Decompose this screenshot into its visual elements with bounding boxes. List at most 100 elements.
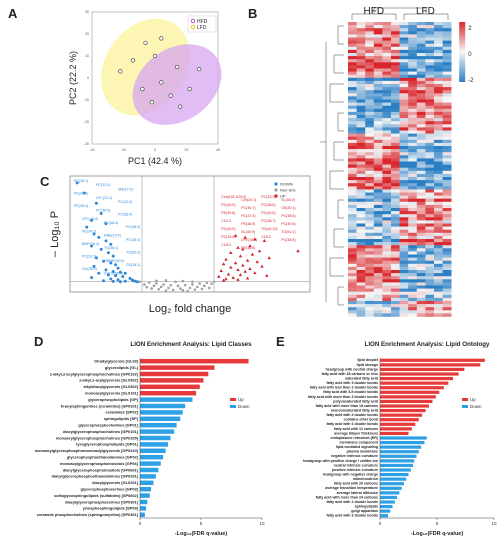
legend-label: UP xyxy=(280,194,286,199)
heatmap-cell xyxy=(434,37,443,41)
heatmap-cell xyxy=(408,198,418,203)
heatmap-cell xyxy=(408,310,418,314)
nonsig-point xyxy=(203,284,206,288)
heatmap-cell xyxy=(425,146,435,150)
heatmap-cell xyxy=(442,313,452,317)
heatmap-cell xyxy=(382,90,392,94)
heatmap-cell xyxy=(348,28,357,32)
heatmap-cell xyxy=(391,25,400,29)
heatmap-cell xyxy=(373,56,383,60)
heatmap-cell xyxy=(373,235,383,240)
heatmap-cell xyxy=(408,242,418,246)
heatmap-cell xyxy=(434,294,443,299)
down-point-label: PE(38:4) xyxy=(74,204,88,208)
pca-point-lfd xyxy=(143,40,148,45)
heatmap-cell xyxy=(416,133,426,137)
heatmap-cell xyxy=(399,59,409,63)
heatmap-cell xyxy=(416,149,426,153)
heatmap-cell xyxy=(399,80,409,85)
heatmap-cell xyxy=(434,111,443,116)
heatmap-cell xyxy=(416,28,426,32)
heatmap-cell xyxy=(408,229,418,234)
heatmap-cell xyxy=(408,170,418,175)
heatmap-cell xyxy=(399,84,409,88)
heatmap-cell xyxy=(434,254,443,258)
heatmap-cell xyxy=(425,260,435,265)
heatmap-cell xyxy=(391,108,400,113)
heatmap-cell xyxy=(365,34,375,38)
heatmap-cell xyxy=(425,177,435,181)
heatmap-cell xyxy=(365,118,375,122)
heatmap-cell xyxy=(442,108,452,113)
heatmap-cell xyxy=(399,304,409,308)
heatmap-cell xyxy=(365,102,375,106)
lipid-classes-bar-chart: LION Enrichment Analysis: Lipid ClassesU… xyxy=(35,341,265,537)
heatmap-cell xyxy=(373,115,383,119)
y-tick-label: -30 xyxy=(84,142,89,146)
heatmap-cell xyxy=(382,301,392,305)
heatmap-cell xyxy=(442,260,452,265)
down-point xyxy=(121,275,125,279)
legend-marker xyxy=(274,188,278,192)
heatmap-cell xyxy=(373,220,383,224)
heatmap-cell xyxy=(373,146,383,150)
heatmap-cell xyxy=(425,239,435,243)
heatmap-cell xyxy=(356,291,366,296)
heatmap-cell xyxy=(356,220,366,224)
heatmap-cell xyxy=(391,124,400,128)
heatmap-cell xyxy=(408,276,418,280)
heatmap-cell xyxy=(416,99,426,103)
heatmap-cell xyxy=(365,87,375,91)
heatmap-cell xyxy=(399,254,409,258)
heatmap-cell xyxy=(391,99,400,103)
up-point xyxy=(217,274,221,278)
heatmap-cell xyxy=(434,155,443,159)
heatmap-cell xyxy=(365,180,375,184)
heatmap-cell xyxy=(425,173,435,178)
heatmap-cell xyxy=(425,118,435,122)
heatmap-cell xyxy=(365,310,375,314)
heatmap-cell xyxy=(408,214,418,218)
heatmap-cell xyxy=(391,136,400,141)
heatmap-cell xyxy=(382,56,392,60)
heatmap-cell xyxy=(442,59,452,63)
heatmap-cell xyxy=(373,248,383,252)
heatmap-cell xyxy=(356,307,366,311)
heatmap-cell xyxy=(416,301,426,305)
heatmap-cell xyxy=(442,124,452,128)
heatmap-cell xyxy=(434,71,443,75)
heatmap-cell xyxy=(382,46,392,51)
heatmap-cell xyxy=(356,282,366,286)
heatmap-cell xyxy=(434,189,443,193)
heatmap-cell xyxy=(356,239,366,243)
nonsig-point xyxy=(210,282,213,286)
heatmap-cell xyxy=(399,133,409,137)
up-point-label: PC(33:1) xyxy=(261,195,275,199)
heatmap-cell xyxy=(391,177,400,181)
heatmap-cell xyxy=(365,195,375,199)
heatmap-cell xyxy=(408,108,418,113)
heatmap-cell xyxy=(416,198,426,203)
heatmap-cell xyxy=(348,201,357,206)
heatmap-cell xyxy=(356,25,366,29)
heatmap-cell xyxy=(416,71,426,75)
heatmap-cell xyxy=(434,167,443,172)
heatmap-cell xyxy=(434,31,443,35)
heatmap-cell xyxy=(399,22,409,26)
heatmap-cell xyxy=(356,152,366,156)
heatmap-cell xyxy=(399,217,409,221)
heatmap-cell xyxy=(348,130,357,134)
heatmap-cell xyxy=(391,149,400,153)
bar-down xyxy=(380,436,427,440)
heatmap-cell xyxy=(348,297,357,302)
heatmap-cell xyxy=(391,40,400,44)
up-point-label: Cer(d18:1/20:0) xyxy=(221,195,246,199)
heatmap-cell xyxy=(425,229,435,234)
heatmap-cell xyxy=(348,62,357,66)
heatmap-cell xyxy=(391,43,400,48)
heatmap-cell xyxy=(399,155,409,159)
down-point xyxy=(114,263,118,267)
pca-point-hfd xyxy=(174,64,180,70)
heatmap-cell xyxy=(391,84,400,88)
heatmap-cell xyxy=(391,266,400,271)
